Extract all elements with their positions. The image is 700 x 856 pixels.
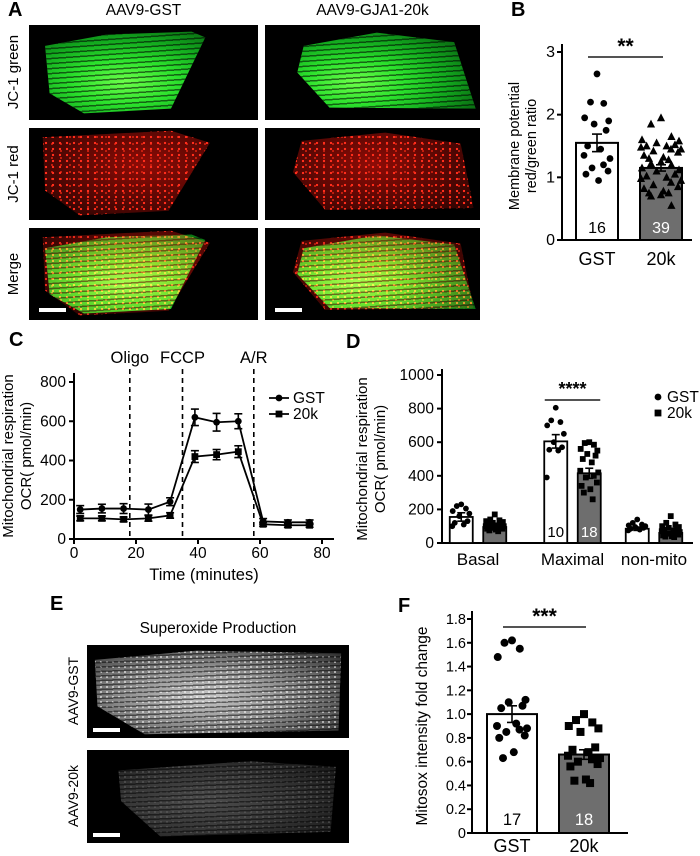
panel-a-col-header-gja1-20k: AAV9-GJA1-20k	[316, 2, 429, 19]
panel-b-label: B	[511, 0, 526, 21]
svg-text:0: 0	[458, 826, 466, 842]
scale-bar	[275, 308, 302, 312]
svg-text:0.6: 0.6	[446, 755, 466, 771]
svg-text:800: 800	[408, 401, 434, 418]
svg-text:17: 17	[503, 811, 521, 829]
svg-text:20k: 20k	[667, 405, 692, 422]
scale-bar	[39, 308, 66, 312]
panel-b-membrane-potential-chart: 0 1 2 3 16 GST 39 20k Membrane potential red/gree…	[507, 35, 692, 269]
svg-text:400: 400	[408, 468, 434, 485]
svg-text:GST: GST	[293, 390, 325, 407]
panel-c-label: C	[9, 329, 24, 351]
svg-text:GST: GST	[578, 249, 615, 269]
svg-text:18: 18	[575, 811, 593, 829]
svg-text:80: 80	[313, 545, 331, 562]
svg-text:OCR( pmol/min): OCR( pmol/min)	[18, 402, 35, 510]
red-fiber	[42, 130, 210, 216]
svg-text:1.8: 1.8	[446, 612, 466, 628]
svg-text:1000: 1000	[400, 367, 435, 384]
panel-f-mitosox-chart: 0 0.2 0.4 0.6 0.8 1.0 1.2 1.4 1.6 1.8 17 GST 18 20k Mi…	[414, 605, 628, 856]
svg-text:***: ***	[532, 605, 557, 628]
svg-text:0.2: 0.2	[446, 802, 466, 818]
svg-text:39: 39	[652, 220, 670, 237]
svg-text:18: 18	[581, 524, 598, 541]
panel-e-label: E	[50, 593, 64, 615]
panel-a-label: A	[8, 0, 23, 21]
svg-text:**: **	[617, 35, 634, 58]
micrograph-jc1-red-gst	[29, 128, 258, 220]
red-fiber-overlay	[42, 230, 210, 316]
scale-bar	[93, 833, 120, 837]
svg-text:FCCP: FCCP	[160, 349, 205, 367]
svg-text:GST: GST	[493, 836, 530, 856]
svg-text:400: 400	[40, 453, 66, 470]
panel-e-title: Superoxide Production	[139, 620, 297, 637]
svg-text:1.6: 1.6	[446, 636, 466, 652]
svg-text:****: ****	[558, 379, 586, 399]
svg-text:20: 20	[127, 545, 145, 562]
svg-text:60: 60	[251, 545, 269, 562]
svg-text:800: 800	[40, 374, 66, 391]
svg-text:20k: 20k	[646, 249, 676, 269]
red-fiber-overlay	[292, 232, 474, 310]
svg-text:0.8: 0.8	[446, 731, 466, 747]
svg-text:1.2: 1.2	[446, 683, 466, 699]
green-fiber	[297, 32, 476, 109]
svg-text:Mitosox intensity fold change: Mitosox intensity fold change	[414, 626, 431, 825]
gray-fiber	[118, 761, 336, 837]
svg-text:red/green ratio: red/green ratio	[524, 99, 540, 193]
svg-text:200: 200	[40, 492, 66, 509]
panel-a-col-header-gst: AAV9-GST	[105, 2, 182, 19]
red-fiber	[292, 132, 474, 210]
svg-text:non-mito: non-mito	[621, 550, 687, 569]
svg-text:Basal: Basal	[457, 550, 500, 569]
panel-a-row-label-merge: Merge	[4, 252, 22, 296]
panel-e-row-label-20k: AAV9-20k	[65, 765, 81, 827]
svg-text:10: 10	[547, 524, 564, 541]
svg-text:1.0: 1.0	[446, 707, 466, 723]
micrograph-jc1-red-20k	[265, 128, 480, 220]
micrograph-superoxide-20k	[87, 750, 349, 843]
svg-text:Time (minutes): Time (minutes)	[149, 566, 258, 584]
svg-text:Mitochondrial respiration: Mitochondrial respiration	[0, 374, 17, 537]
panel-d-label: D	[346, 331, 361, 353]
svg-text:GST: GST	[667, 389, 699, 406]
panel-e-row-label-gst: AAV9-GST	[65, 656, 81, 726]
svg-text:2: 2	[546, 107, 555, 124]
svg-text:600: 600	[408, 434, 434, 451]
panel-c-ocr-timecourse-chart: 0 200 400 600 800 0 20 40 60 80 Time (minutes) Olig…	[0, 349, 334, 584]
svg-text:3: 3	[546, 44, 555, 61]
svg-text:0.4: 0.4	[446, 778, 466, 794]
micrograph-jc1-green-gst	[29, 25, 258, 120]
svg-text:1: 1	[546, 169, 555, 186]
svg-text:0: 0	[425, 535, 434, 552]
svg-text:40: 40	[189, 545, 207, 562]
svg-text:0: 0	[70, 545, 79, 562]
panel-d-ocr-summary-chart: 0 200 400 600 800 1000 Basal Maximal 10 18 non-mit…	[354, 367, 699, 569]
svg-text:0: 0	[546, 232, 555, 249]
svg-text:OCR( pmol/min): OCR( pmol/min)	[372, 405, 389, 513]
gray-fiber	[94, 650, 342, 735]
svg-text:A/R: A/R	[240, 349, 268, 367]
svg-text:Oligo: Oligo	[111, 349, 150, 367]
svg-text:Mitochondrial respiration: Mitochondrial respiration	[354, 377, 371, 540]
svg-text:Maximal: Maximal	[541, 550, 604, 569]
svg-text:0: 0	[57, 531, 66, 548]
panel-f-label: F	[398, 595, 411, 617]
scale-bar	[93, 728, 120, 732]
micrograph-superoxide-gst	[87, 645, 349, 738]
svg-text:16: 16	[588, 220, 606, 237]
micrograph-jc1-green-20k	[265, 25, 480, 120]
svg-text:20k: 20k	[569, 836, 599, 856]
svg-text:600: 600	[40, 413, 66, 430]
micrograph-merge-20k	[265, 228, 480, 320]
svg-text:Membrane potential: Membrane potential	[507, 82, 523, 210]
micrograph-merge-gst	[29, 228, 258, 320]
svg-text:200: 200	[408, 501, 434, 518]
green-fiber	[45, 31, 206, 114]
svg-text:20k: 20k	[293, 406, 318, 423]
svg-text:1.4: 1.4	[446, 660, 466, 676]
